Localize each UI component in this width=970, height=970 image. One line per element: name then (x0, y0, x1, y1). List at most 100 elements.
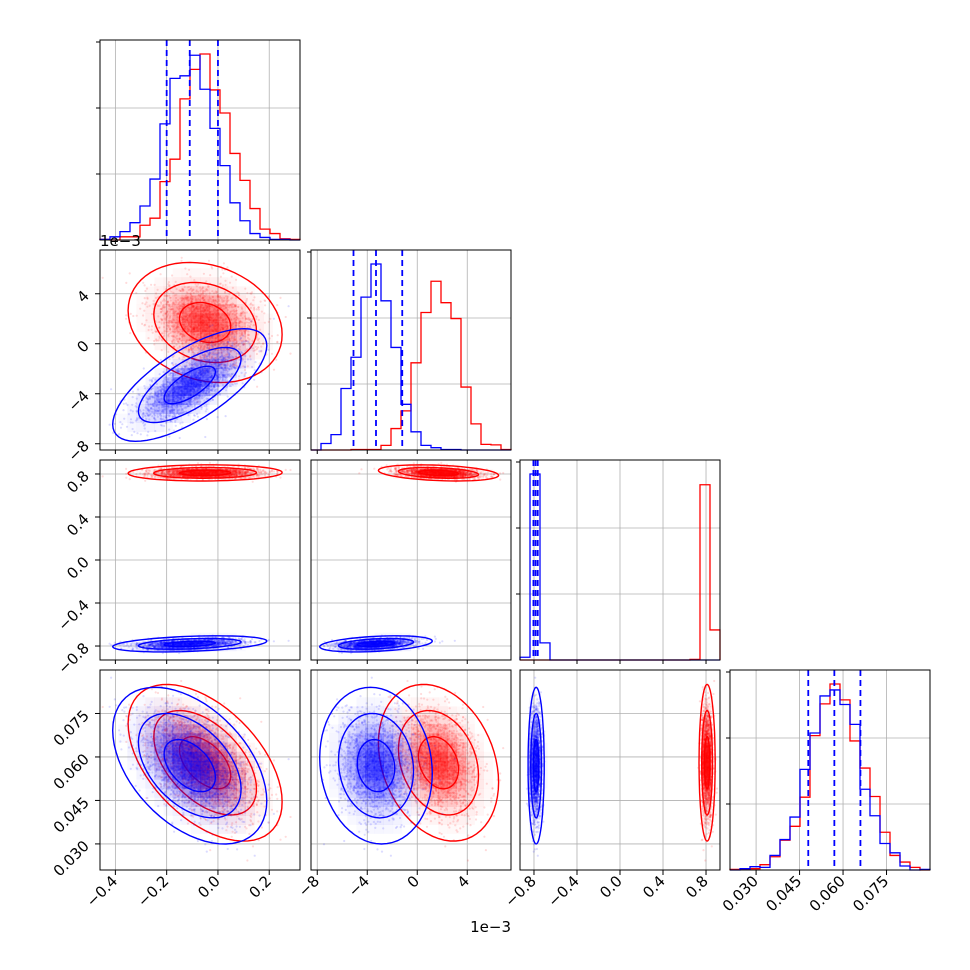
sample-point (234, 317, 237, 320)
sample-point (272, 368, 276, 371)
sample-point (146, 434, 149, 437)
sample-point (246, 317, 249, 320)
sample-point (233, 317, 236, 320)
sample-point (249, 354, 252, 357)
sample-point (175, 326, 178, 329)
sample-point (233, 343, 236, 346)
sample-point (231, 327, 234, 330)
density-cell (181, 313, 192, 323)
sample-point (179, 328, 182, 331)
sample-point (159, 308, 162, 311)
sample-point (161, 306, 164, 309)
sample-point (216, 309, 219, 312)
sample-point (148, 304, 151, 307)
sample-point (184, 328, 187, 331)
sample-point (250, 292, 253, 295)
sample-point (261, 342, 264, 345)
sample-point (187, 299, 190, 302)
scatter-panel-3-1 (99, 459, 301, 661)
sample-point (168, 304, 171, 307)
sample-point (172, 334, 175, 338)
density-cell (163, 295, 173, 305)
sample-point (160, 349, 163, 352)
sample-point (254, 345, 257, 348)
sample-point (226, 344, 229, 347)
sample-point (160, 322, 163, 325)
sample-point (245, 339, 248, 342)
sample-point (287, 305, 290, 308)
density-cell (127, 423, 136, 432)
sample-point (168, 319, 171, 322)
sample-point (205, 357, 209, 360)
density-cell (181, 322, 192, 333)
sample-point (185, 294, 188, 297)
density-cell (254, 313, 264, 323)
sample-point (200, 297, 204, 300)
sample-point (182, 302, 185, 305)
sample-point (216, 416, 219, 419)
sample-point (219, 282, 222, 285)
sample-point (231, 296, 234, 299)
sample-point (188, 285, 191, 288)
sample-point (186, 339, 189, 342)
sample-point (166, 290, 169, 294)
sample-point (182, 297, 185, 301)
sample-point (182, 333, 185, 337)
sample-point (239, 320, 242, 323)
sample-point (170, 290, 173, 293)
sample-point (227, 338, 231, 341)
sample-point (226, 341, 229, 344)
sample-point (225, 301, 228, 304)
sample-point (267, 348, 270, 351)
sample-point (192, 344, 195, 347)
sample-point (246, 348, 249, 351)
density-cell (136, 314, 145, 323)
sample-point (244, 315, 247, 318)
sample-point (234, 305, 237, 308)
sample-point (210, 357, 213, 360)
sample-point (165, 317, 168, 320)
sample-point (260, 349, 263, 352)
sample-point (197, 298, 200, 301)
sample-point (139, 307, 142, 310)
sample-point (183, 323, 186, 326)
sample-point (198, 344, 201, 347)
sample-point (205, 342, 208, 345)
sample-point (260, 371, 263, 374)
sample-point (247, 321, 251, 324)
sample-point (186, 286, 189, 289)
sample-point (222, 340, 225, 343)
density-cell (154, 422, 164, 433)
sample-point (230, 337, 233, 340)
sample-point (185, 297, 188, 300)
density-cell (236, 340, 246, 351)
sample-point (217, 295, 220, 298)
sample-point (143, 309, 146, 312)
sample-point (193, 414, 196, 417)
sample-point (221, 333, 224, 336)
sample-point (205, 418, 208, 421)
sample-point (226, 299, 229, 302)
sample-point (179, 289, 182, 293)
sample-point (161, 310, 164, 313)
histogram-series-2 (99, 54, 300, 241)
sample-point (101, 475, 104, 478)
sample-point (257, 306, 260, 309)
sample-point (163, 317, 166, 320)
sample-point (227, 343, 230, 346)
sample-point (135, 291, 138, 295)
sample-point (209, 310, 213, 313)
sample-point (166, 314, 169, 318)
sample-point (210, 265, 213, 269)
sample-point (184, 311, 187, 314)
sample-point (241, 317, 244, 320)
sample-point (211, 324, 214, 327)
sample-point (171, 305, 174, 308)
sample-point (170, 320, 173, 323)
sample-point (214, 299, 217, 302)
sample-point (223, 334, 226, 337)
sample-point (256, 385, 259, 388)
sample-point (182, 289, 185, 292)
sample-point (244, 287, 247, 290)
sample-point (188, 339, 191, 342)
